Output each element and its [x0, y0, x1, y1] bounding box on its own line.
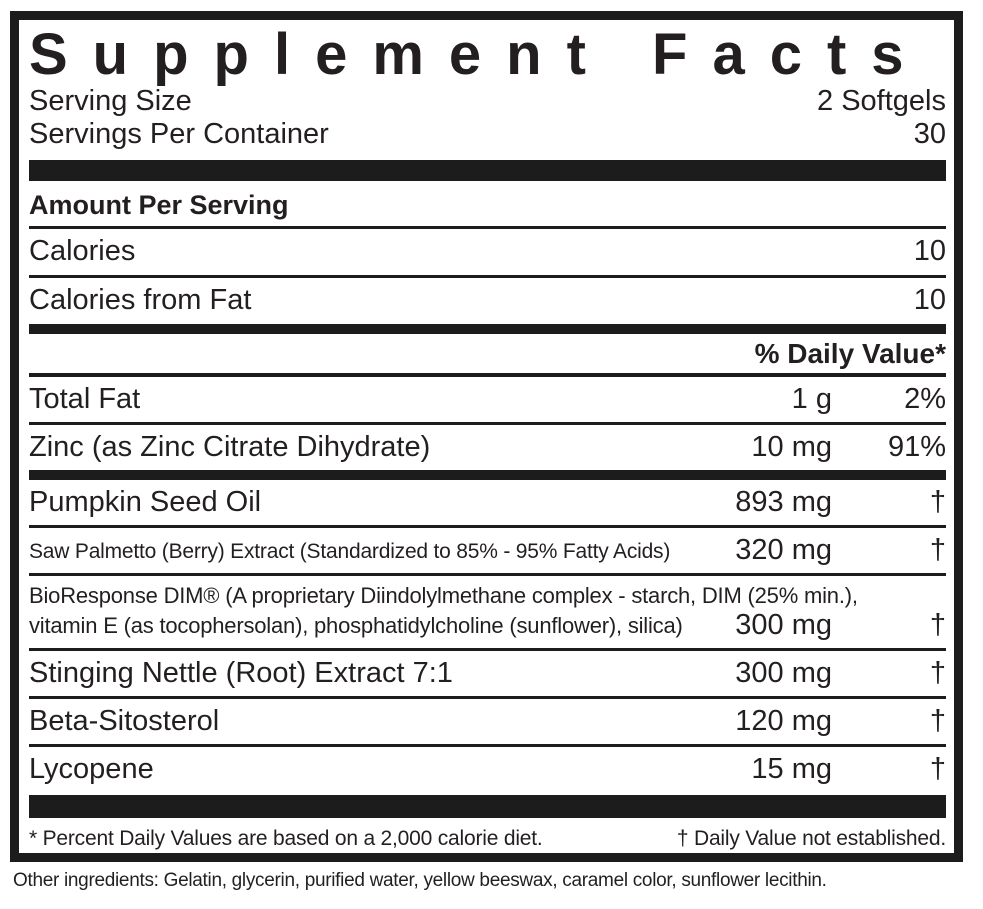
nutrient-row-total-fat: Total Fat 1 g 2% — [29, 377, 946, 422]
amount-per-serving-heading: Amount Per Serving — [29, 190, 289, 220]
ingredient-amount: 893 mg — [735, 486, 832, 518]
nutrient-amount: 10 mg — [751, 431, 832, 463]
servings-per-container-row: Servings Per Container 30 — [29, 118, 946, 151]
calories-from-fat-row: Calories from Fat 10 — [29, 278, 946, 324]
ingredient-amount: 300 mg — [735, 657, 832, 689]
ingredient-name-line2: vitamin E (as tocophersolan), phosphatid… — [29, 613, 683, 638]
section-divider-bar — [29, 324, 946, 334]
daily-value-not-established-dagger: † — [929, 609, 946, 641]
calories-from-fat-label: Calories from Fat — [29, 284, 252, 316]
ingredient-name: Stinging Nettle (Root) Extract 7:1 — [29, 657, 453, 689]
other-ingredients-text: Other ingredients: Gelatin, glycerin, pu… — [13, 870, 827, 891]
ingredient-amount: 15 mg — [751, 753, 832, 785]
ingredient-name: Saw Palmetto (Berry) Extract (Standardiz… — [29, 540, 671, 563]
supplement-facts-panel: Supplement Facts Serving Size 2 Softgels… — [10, 11, 963, 862]
rule — [29, 275, 946, 278]
ingredient-amount: 120 mg — [735, 705, 832, 737]
daily-value-not-established-dagger: † — [929, 753, 946, 785]
ingredient-name: Lycopene — [29, 753, 154, 785]
rule — [29, 744, 946, 747]
calories-row: Calories 10 — [29, 229, 946, 275]
section-divider-bar-top — [29, 160, 946, 181]
ingredient-row-bioresponse-dim: BioResponse DIM® (A proprietary Diindoly… — [29, 576, 946, 648]
footnote-row: * Percent Daily Values are based on a 2,… — [29, 818, 946, 853]
ingredient-amount: 320 mg — [735, 534, 832, 566]
daily-value-not-established-dagger: † — [929, 705, 946, 737]
calories-label: Calories — [29, 235, 136, 267]
rule — [29, 696, 946, 699]
serving-size-label: Serving Size — [29, 85, 192, 117]
calories-value: 10 — [913, 235, 946, 267]
ingredient-row-pumpkin-seed-oil: Pumpkin Seed Oil 893 mg † — [29, 480, 946, 525]
percent-daily-value-footnote: * Percent Daily Values are based on a 2,… — [29, 827, 543, 850]
dagger-footnote: † Daily Value not established. — [676, 827, 946, 850]
calories-from-fat-value: 10 — [913, 284, 946, 316]
ingredient-name: Beta-Sitosterol — [29, 705, 220, 737]
rule — [29, 226, 946, 229]
rule — [29, 525, 946, 528]
ingredient-row-lycopene: Lycopene 15 mg † — [29, 747, 946, 792]
ingredient-amount: 300 mg — [735, 609, 832, 641]
section-divider-bar-bottom — [29, 795, 946, 818]
ingredient-row-stinging-nettle: Stinging Nettle (Root) Extract 7:1 300 m… — [29, 651, 946, 696]
ingredient-row-beta-sitosterol: Beta-Sitosterol 120 mg † — [29, 699, 946, 744]
daily-value-not-established-dagger: † — [929, 657, 946, 689]
rule — [29, 422, 946, 425]
ingredient-name: Pumpkin Seed Oil — [29, 486, 262, 518]
panel-title: Supplement Facts — [29, 22, 929, 87]
ingredient-row-saw-palmetto: Saw Palmetto (Berry) Extract (Standardiz… — [29, 528, 946, 573]
ingredient-name-line1: BioResponse DIM® (A proprietary Diindoly… — [29, 583, 858, 608]
servings-per-container-value: 30 — [913, 118, 946, 150]
rule — [29, 648, 946, 651]
nutrient-daily-value: 91% — [887, 431, 946, 463]
daily-value-header: % Daily Value* — [754, 338, 946, 369]
servings-per-container-label: Servings Per Container — [29, 118, 329, 150]
nutrient-name: Zinc (as Zinc Citrate Dihydrate) — [29, 431, 431, 463]
serving-size-value: 2 Softgels — [817, 85, 946, 117]
daily-value-not-established-dagger: † — [929, 486, 946, 518]
nutrient-name: Total Fat — [29, 383, 141, 415]
rule — [29, 573, 946, 576]
nutrient-daily-value: 2% — [904, 383, 946, 415]
daily-value-not-established-dagger: † — [929, 534, 946, 566]
nutrient-amount: 1 g — [791, 383, 832, 415]
section-divider-bar — [29, 470, 946, 480]
serving-size-row: Serving Size 2 Softgels — [29, 85, 946, 118]
rule — [29, 373, 946, 377]
nutrient-row-zinc: Zinc (as Zinc Citrate Dihydrate) 10 mg 9… — [29, 425, 946, 470]
